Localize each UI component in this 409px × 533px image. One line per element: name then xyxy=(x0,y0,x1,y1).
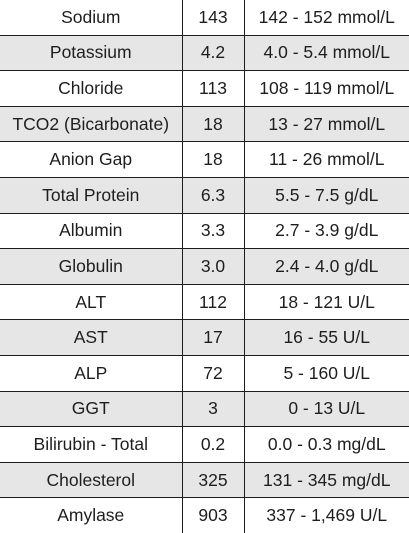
test-name-cell: Globulin xyxy=(0,248,183,285)
test-name-cell: Total Protein xyxy=(0,176,183,214)
table-row: Potassium 4.2 4.0 - 5.4 mmol/L xyxy=(0,34,409,72)
reference-range-cell: 2.7 - 3.9 g/dL xyxy=(243,212,409,250)
test-name-cell: Cholesterol xyxy=(0,461,183,499)
test-name-cell: ALP xyxy=(0,354,183,392)
table-row: Cholesterol 325 131 - 345 mg/dL xyxy=(0,461,409,499)
table-row: ALP 72 5 - 160 U/L xyxy=(0,354,409,392)
table-row: Chloride 113 108 - 119 mmol/L xyxy=(0,70,409,107)
reference-range-cell: 142 - 152 mmol/L xyxy=(243,0,409,36)
reference-range-cell: 4.0 - 5.4 mmol/L xyxy=(243,34,409,72)
reference-range-cell: 337 - 1,469 U/L xyxy=(243,497,409,533)
test-value-cell: 17 xyxy=(181,319,245,356)
test-name-cell: Amylase xyxy=(0,497,183,533)
reference-range-cell: 5.5 - 7.5 g/dL xyxy=(243,176,409,214)
test-name-cell: GGT xyxy=(0,390,183,428)
test-name-cell: Chloride xyxy=(0,70,183,107)
table-row: Globulin 3.0 2.4 - 4.0 g/dL xyxy=(0,248,409,285)
test-name-cell: Sodium xyxy=(0,0,183,36)
test-value-cell: 6.3 xyxy=(181,176,245,214)
reference-range-cell: 131 - 345 mg/dL xyxy=(243,461,409,499)
test-value-cell: 112 xyxy=(181,283,245,321)
reference-range-cell: 2.4 - 4.0 g/dL xyxy=(243,248,409,285)
table-row: Bilirubin - Total 0.2 0.0 - 0.3 mg/dL xyxy=(0,426,409,463)
test-name-cell: Potassium xyxy=(0,34,183,72)
table-row: AST 17 16 - 55 U/L xyxy=(0,319,409,356)
test-value-cell: 113 xyxy=(181,70,245,107)
table-row: TCO2 (Bicarbonate) 18 13 - 27 mmol/L xyxy=(0,105,409,143)
reference-range-cell: 11 - 26 mmol/L xyxy=(243,141,409,178)
test-value-cell: 3 xyxy=(181,390,245,428)
test-name-cell: Bilirubin - Total xyxy=(0,426,183,463)
reference-range-cell: 0.0 - 0.3 mg/dL xyxy=(243,426,409,463)
reference-range-cell: 16 - 55 U/L xyxy=(243,319,409,356)
test-value-cell: 18 xyxy=(181,105,245,143)
test-value-cell: 143 xyxy=(181,0,245,36)
table-row: Total Protein 6.3 5.5 - 7.5 g/dL xyxy=(0,176,409,214)
reference-range-cell: 18 - 121 U/L xyxy=(243,283,409,321)
table-row: GGT 3 0 - 13 U/L xyxy=(0,390,409,428)
test-value-cell: 4.2 xyxy=(181,34,245,72)
table-row: Anion Gap 18 11 - 26 mmol/L xyxy=(0,141,409,178)
test-name-cell: Albumin xyxy=(0,212,183,250)
table-row: ALT 112 18 - 121 U/L xyxy=(0,283,409,321)
test-value-cell: 3.0 xyxy=(181,248,245,285)
test-name-cell: TCO2 (Bicarbonate) xyxy=(0,105,183,143)
reference-range-cell: 0 - 13 U/L xyxy=(243,390,409,428)
reference-range-cell: 13 - 27 mmol/L xyxy=(243,105,409,143)
test-value-cell: 18 xyxy=(181,141,245,178)
test-name-cell: Anion Gap xyxy=(0,141,183,178)
test-value-cell: 0.2 xyxy=(181,426,245,463)
test-value-cell: 325 xyxy=(181,461,245,499)
reference-range-cell: 5 - 160 U/L xyxy=(243,354,409,392)
table-row: Sodium 143 142 - 152 mmol/L xyxy=(0,0,409,36)
test-name-cell: AST xyxy=(0,319,183,356)
reference-range-cell: 108 - 119 mmol/L xyxy=(243,70,409,107)
test-value-cell: 903 xyxy=(181,497,245,533)
test-value-cell: 72 xyxy=(181,354,245,392)
test-name-cell: ALT xyxy=(0,283,183,321)
table-row: Amylase 903 337 - 1,469 U/L xyxy=(0,497,409,533)
test-value-cell: 3.3 xyxy=(181,212,245,250)
table-row: Albumin 3.3 2.7 - 3.9 g/dL xyxy=(0,212,409,250)
